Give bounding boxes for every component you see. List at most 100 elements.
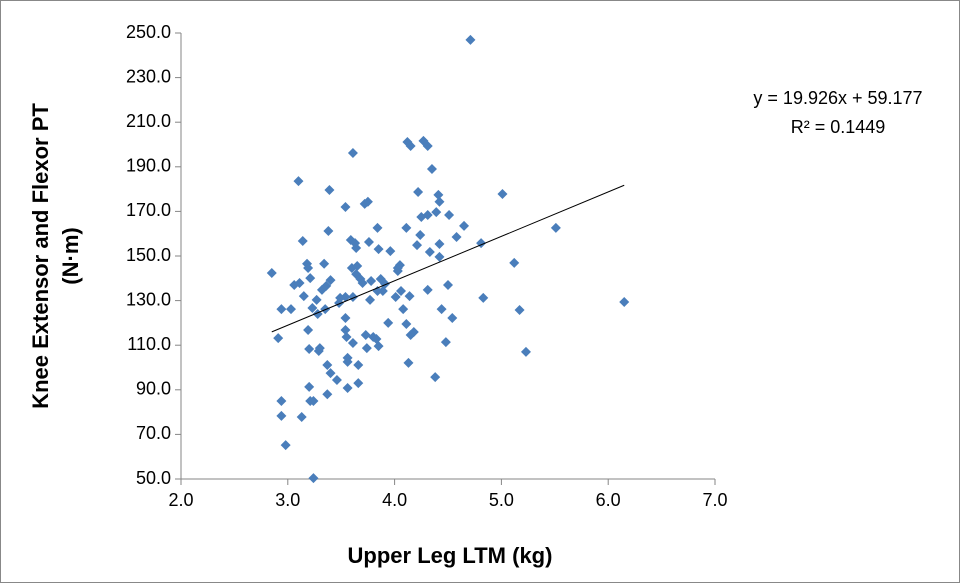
point	[430, 372, 441, 383]
point	[434, 238, 445, 249]
y-tick-label: 230.0	[126, 66, 171, 86]
point	[465, 34, 476, 45]
point	[422, 209, 433, 220]
x-axis-title: Upper Leg LTM (kg)	[348, 543, 553, 568]
point	[341, 331, 352, 342]
x-tick-label: 5.0	[489, 490, 514, 510]
point	[478, 292, 489, 303]
point	[415, 230, 426, 241]
point	[434, 251, 445, 262]
point	[331, 374, 342, 385]
trend-equation: y = 19.926x + 59.177	[753, 88, 922, 108]
point	[514, 304, 525, 315]
point	[303, 325, 314, 336]
point	[314, 343, 325, 354]
point	[324, 184, 335, 195]
point	[308, 473, 319, 484]
y-axis-title: (N·m)	[58, 227, 83, 284]
point	[357, 277, 368, 288]
point	[325, 368, 336, 379]
point	[347, 337, 358, 348]
point	[325, 275, 336, 286]
point	[347, 147, 358, 158]
point	[520, 346, 531, 357]
point	[440, 337, 451, 348]
point	[351, 242, 362, 253]
point	[353, 360, 364, 371]
x-tick-label: 6.0	[596, 490, 621, 510]
y-tick-label: 250.0	[126, 22, 171, 42]
point	[412, 240, 423, 251]
point	[372, 222, 383, 233]
point	[383, 317, 394, 328]
point	[322, 389, 333, 400]
point	[394, 260, 405, 271]
point	[307, 302, 318, 313]
point	[390, 292, 401, 303]
point	[276, 410, 287, 421]
x-tick-label: 3.0	[275, 490, 300, 510]
point	[293, 176, 304, 187]
point	[304, 381, 315, 392]
point	[385, 246, 396, 257]
point	[340, 201, 351, 212]
point	[451, 232, 462, 243]
point	[362, 196, 373, 207]
trend-r2: R² = 0.1449	[791, 117, 886, 137]
point	[405, 141, 416, 152]
point	[424, 246, 435, 257]
point	[422, 141, 433, 152]
point	[321, 280, 332, 291]
point	[323, 226, 334, 237]
point	[266, 267, 277, 278]
point	[322, 360, 333, 371]
point	[619, 296, 630, 307]
point	[303, 263, 314, 274]
point	[286, 304, 297, 315]
point	[340, 312, 351, 323]
y-tick-label: 90.0	[136, 379, 171, 399]
y-tick-label: 50.0	[136, 468, 171, 488]
point	[352, 261, 363, 272]
point	[550, 222, 561, 233]
y-tick-label: 210.0	[126, 111, 171, 131]
point	[276, 304, 287, 315]
point	[434, 196, 445, 207]
point	[273, 333, 284, 344]
point	[497, 189, 508, 200]
point	[311, 294, 322, 305]
point	[305, 273, 316, 284]
point	[404, 291, 415, 302]
point	[426, 164, 437, 175]
point	[320, 304, 331, 315]
point	[396, 286, 407, 297]
point	[443, 279, 453, 290]
point	[280, 440, 291, 451]
point	[340, 325, 351, 336]
y-tick-label: 150.0	[126, 245, 171, 265]
point	[373, 341, 384, 352]
point	[413, 186, 424, 197]
point	[371, 333, 382, 344]
point	[361, 343, 372, 354]
point	[436, 304, 447, 315]
point	[340, 292, 351, 303]
point	[509, 257, 520, 268]
point	[308, 395, 319, 406]
point	[401, 222, 412, 233]
x-tick-label: 2.0	[168, 490, 193, 510]
point	[459, 220, 470, 231]
point	[363, 236, 374, 247]
y-tick-label: 130.0	[126, 289, 171, 309]
point	[373, 244, 384, 255]
point	[444, 209, 455, 220]
point	[401, 319, 412, 330]
x-tick-label: 4.0	[382, 490, 407, 510]
trendline	[271, 184, 625, 333]
point	[298, 291, 309, 302]
point	[447, 312, 458, 323]
point	[294, 277, 305, 288]
point	[360, 329, 371, 340]
point	[342, 383, 353, 394]
